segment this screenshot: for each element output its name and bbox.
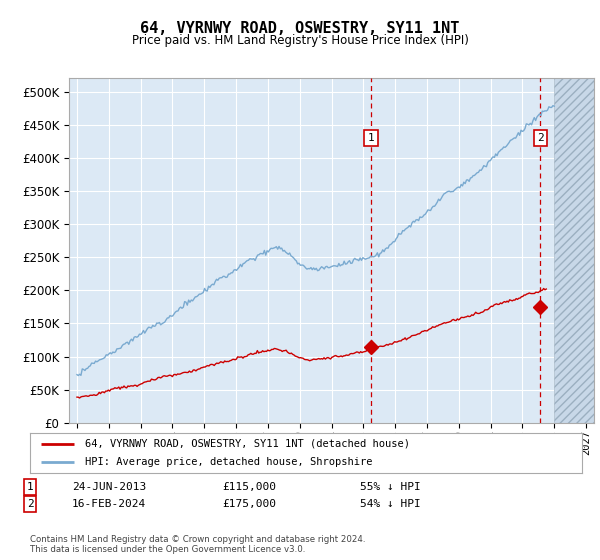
- Text: Contains HM Land Registry data © Crown copyright and database right 2024.
This d: Contains HM Land Registry data © Crown c…: [30, 535, 365, 554]
- Text: 64, VYRNWY ROAD, OSWESTRY, SY11 1NT (detached house): 64, VYRNWY ROAD, OSWESTRY, SY11 1NT (det…: [85, 439, 410, 449]
- Text: 64, VYRNWY ROAD, OSWESTRY, SY11 1NT: 64, VYRNWY ROAD, OSWESTRY, SY11 1NT: [140, 21, 460, 36]
- Text: 2: 2: [26, 499, 34, 509]
- Text: Price paid vs. HM Land Registry's House Price Index (HPI): Price paid vs. HM Land Registry's House …: [131, 34, 469, 46]
- Text: 16-FEB-2024: 16-FEB-2024: [72, 499, 146, 509]
- Bar: [554, 78, 594, 423]
- Text: 54% ↓ HPI: 54% ↓ HPI: [360, 499, 421, 509]
- Text: 24-JUN-2013: 24-JUN-2013: [72, 482, 146, 492]
- Text: 1: 1: [26, 482, 34, 492]
- Text: HPI: Average price, detached house, Shropshire: HPI: Average price, detached house, Shro…: [85, 458, 373, 467]
- Text: 1: 1: [368, 133, 374, 143]
- Text: 55% ↓ HPI: 55% ↓ HPI: [360, 482, 421, 492]
- Text: 2: 2: [537, 133, 544, 143]
- Text: £175,000: £175,000: [222, 499, 276, 509]
- Text: £115,000: £115,000: [222, 482, 276, 492]
